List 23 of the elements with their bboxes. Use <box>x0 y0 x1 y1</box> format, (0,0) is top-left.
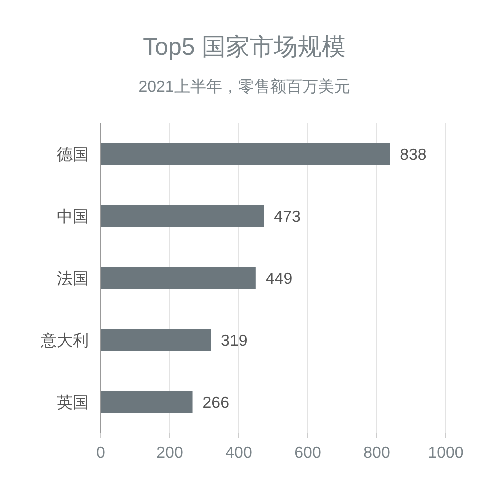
x-tick-label: 0 <box>96 445 106 462</box>
y-tick-label: 中国 <box>57 208 89 226</box>
y-tick-label: 德国 <box>57 147 89 164</box>
x-tick-label: 400 <box>226 445 252 462</box>
x-tick-label: 200 <box>156 445 184 462</box>
y-tick-label: 英国 <box>57 394 89 412</box>
y-tick-label: 法国 <box>57 270 89 288</box>
x-tick-label: 600 <box>294 445 322 462</box>
chart-subtitle: 2021上半年，零售额百万美元 <box>138 78 350 96</box>
data-label: 838 <box>400 147 427 164</box>
bar <box>101 391 193 413</box>
data-label: 449 <box>266 271 293 288</box>
x-tick-label: 1000 <box>428 445 464 462</box>
bar <box>101 205 264 227</box>
y-tick-label: 意大利 <box>40 332 89 350</box>
x-tick-label: 800 <box>364 445 390 462</box>
data-label: 319 <box>221 333 248 350</box>
bar <box>101 329 212 351</box>
chart-title: Top5 国家市场规模 <box>143 34 346 61</box>
data-label: 473 <box>274 209 301 226</box>
data-label: 266 <box>202 395 230 412</box>
bar <box>101 267 256 289</box>
bar <box>101 143 390 165</box>
